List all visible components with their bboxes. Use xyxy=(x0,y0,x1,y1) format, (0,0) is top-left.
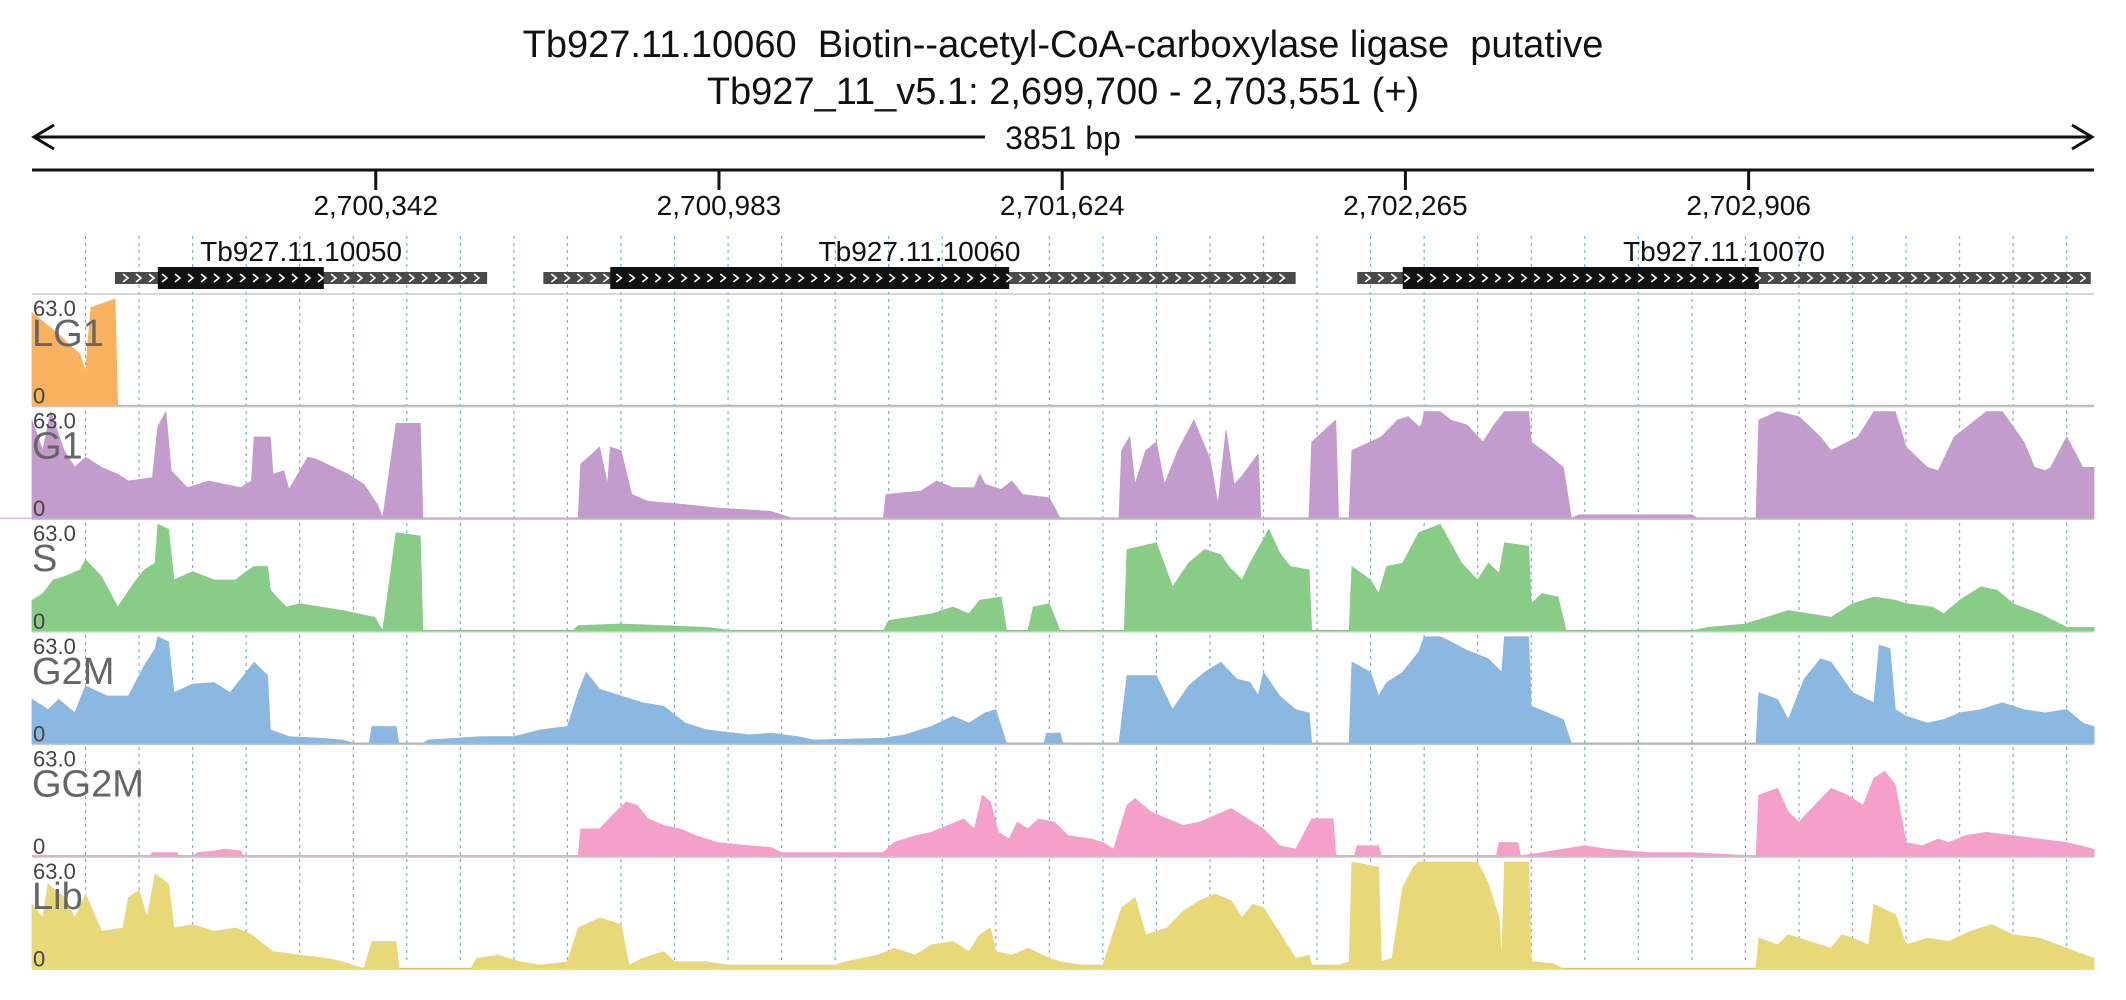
y-max-label: 63.0 xyxy=(33,409,76,434)
span-arrowhead-right xyxy=(2071,123,2095,151)
coverage-area-g1 xyxy=(0,412,2094,519)
coverage-area-gg2m xyxy=(32,770,2095,857)
strand-chevrons xyxy=(1364,273,2087,283)
track-label: Lib xyxy=(32,876,83,918)
x-tick-label: 2,702,265 xyxy=(1343,190,1468,221)
y-max-label: 63.0 xyxy=(33,521,76,546)
y-max-label: 63.0 xyxy=(33,296,76,321)
strand-chevrons xyxy=(122,273,481,283)
coverage-area-lg1 xyxy=(31,298,2094,406)
chart-title: Tb927.11.10060 Biotin--acetyl-CoA-carbox… xyxy=(522,24,1604,66)
gene-label: Tb927.11.10070 xyxy=(1623,236,1825,267)
track-label: G1 xyxy=(32,426,83,468)
y-max-label: 63.0 xyxy=(33,634,76,659)
gene-label: Tb927.11.10050 xyxy=(200,236,402,267)
coverage-area-g2m xyxy=(31,636,2095,744)
track-label: S xyxy=(32,538,57,580)
gene-label: Tb927.11.10060 xyxy=(819,236,1021,267)
y-max-label: 63.0 xyxy=(33,859,76,884)
coverage-area-s xyxy=(31,523,2095,632)
x-tick-label: 2,702,906 xyxy=(1686,190,1811,221)
y-min-label: 0 xyxy=(33,947,45,972)
span-arrowhead-left xyxy=(31,123,55,151)
x-tick-label: 2,700,983 xyxy=(657,190,782,221)
gene-cds[interactable] xyxy=(610,267,1010,289)
strand-chevrons xyxy=(550,273,1286,283)
x-tick-label: 2,701,624 xyxy=(1000,190,1125,221)
y-max-label: 63.0 xyxy=(33,746,76,771)
y-min-label: 0 xyxy=(33,721,45,746)
y-min-label: 0 xyxy=(33,609,45,634)
gene-cds[interactable] xyxy=(1402,267,1759,289)
track-label: GG2M xyxy=(32,763,144,805)
gene-cds[interactable] xyxy=(157,267,324,289)
x-tick-label: 2,700,342 xyxy=(313,190,438,221)
y-min-label: 0 xyxy=(33,384,45,409)
span-label: 3851 bp xyxy=(1005,120,1121,156)
y-min-label: 0 xyxy=(33,496,45,521)
chart-subtitle: Tb927_11_v5.1: 2,699,700 - 2,703,551 (+) xyxy=(706,71,1420,113)
title-block: Tb927.11.10060 Biotin--acetyl-CoA-carbox… xyxy=(0,22,2126,116)
track-label: LG1 xyxy=(32,313,104,355)
y-min-label: 0 xyxy=(33,834,45,859)
coverage-area-lib xyxy=(31,861,2095,970)
track-label: G2M xyxy=(32,651,114,693)
